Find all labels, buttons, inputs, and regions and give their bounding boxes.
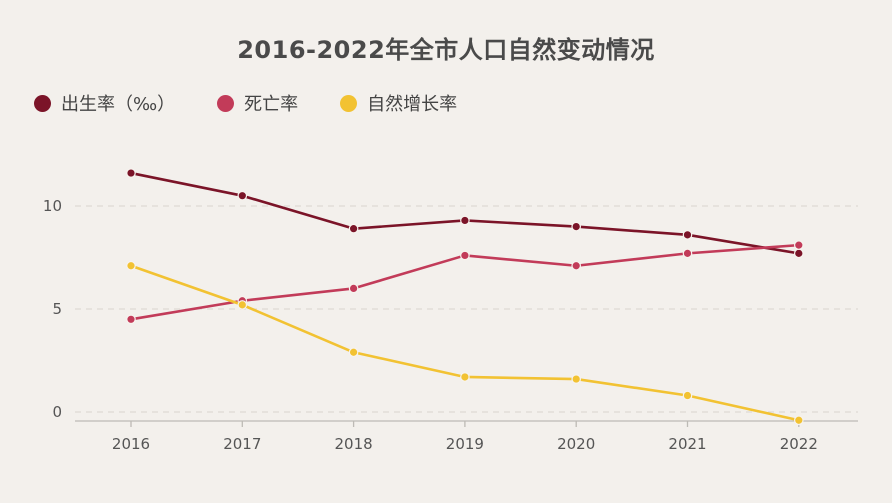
- data-point-natural-growth: [460, 372, 470, 382]
- y-tick-label: 0: [52, 403, 62, 421]
- data-point-natural-growth: [237, 300, 248, 310]
- data-point-death-rate: [793, 240, 804, 250]
- data-point-birth-rate: [237, 190, 248, 201]
- y-tick-label: 10: [43, 197, 62, 215]
- legend-label-birth-rate: 出生率（‰）: [61, 94, 176, 115]
- data-point-natural-growth: [348, 347, 359, 358]
- legend-item-natural-growth[interactable]: 自然增长率: [340, 90, 457, 116]
- data-point-death-rate: [571, 260, 581, 271]
- data-point-birth-rate: [682, 230, 693, 240]
- legend-dot-birth-rate: [34, 94, 51, 112]
- legend: 出生率（‰） 死亡率 自然增长率: [34, 90, 499, 116]
- x-tick-label: 2020: [557, 435, 595, 453]
- x-tick-label: 2016: [112, 435, 150, 453]
- x-tick-label: 2017: [223, 435, 261, 453]
- x-tick-label: 2021: [668, 435, 706, 453]
- data-point-natural-growth: [793, 415, 804, 426]
- legend-label-death-rate: 死亡率: [244, 94, 299, 115]
- series-line-birth-rate: [130, 171, 800, 255]
- data-point-death-rate: [460, 250, 470, 261]
- legend-item-death-rate[interactable]: 死亡率: [217, 90, 298, 116]
- data-point-birth-rate: [126, 168, 136, 178]
- data-point-death-rate: [126, 314, 136, 325]
- data-point-birth-rate: [460, 215, 470, 226]
- data-point-natural-growth: [126, 260, 136, 271]
- legend-item-birth-rate[interactable]: 出生率（‰）: [34, 90, 175, 116]
- x-tick-label: 2022: [780, 435, 818, 453]
- data-point-birth-rate: [793, 248, 804, 259]
- data-point-natural-growth: [682, 390, 693, 401]
- chart-title: 2016-2022年全市人口自然变动情况: [237, 36, 655, 64]
- legend-dot-natural-growth: [340, 94, 358, 112]
- data-point-death-rate: [682, 248, 693, 259]
- series-line-natural-growth: [130, 264, 800, 422]
- data-point-birth-rate: [348, 223, 359, 234]
- data-point-death-rate: [348, 283, 359, 294]
- legend-label-natural-growth: 自然增长率: [367, 94, 458, 115]
- data-point-natural-growth: [571, 374, 581, 384]
- legend-dot-death-rate: [217, 94, 235, 112]
- y-tick-label: 5: [52, 300, 62, 318]
- x-tick-label: 2019: [446, 435, 484, 453]
- data-point-birth-rate: [571, 221, 581, 232]
- x-tick-label: 2018: [335, 435, 373, 453]
